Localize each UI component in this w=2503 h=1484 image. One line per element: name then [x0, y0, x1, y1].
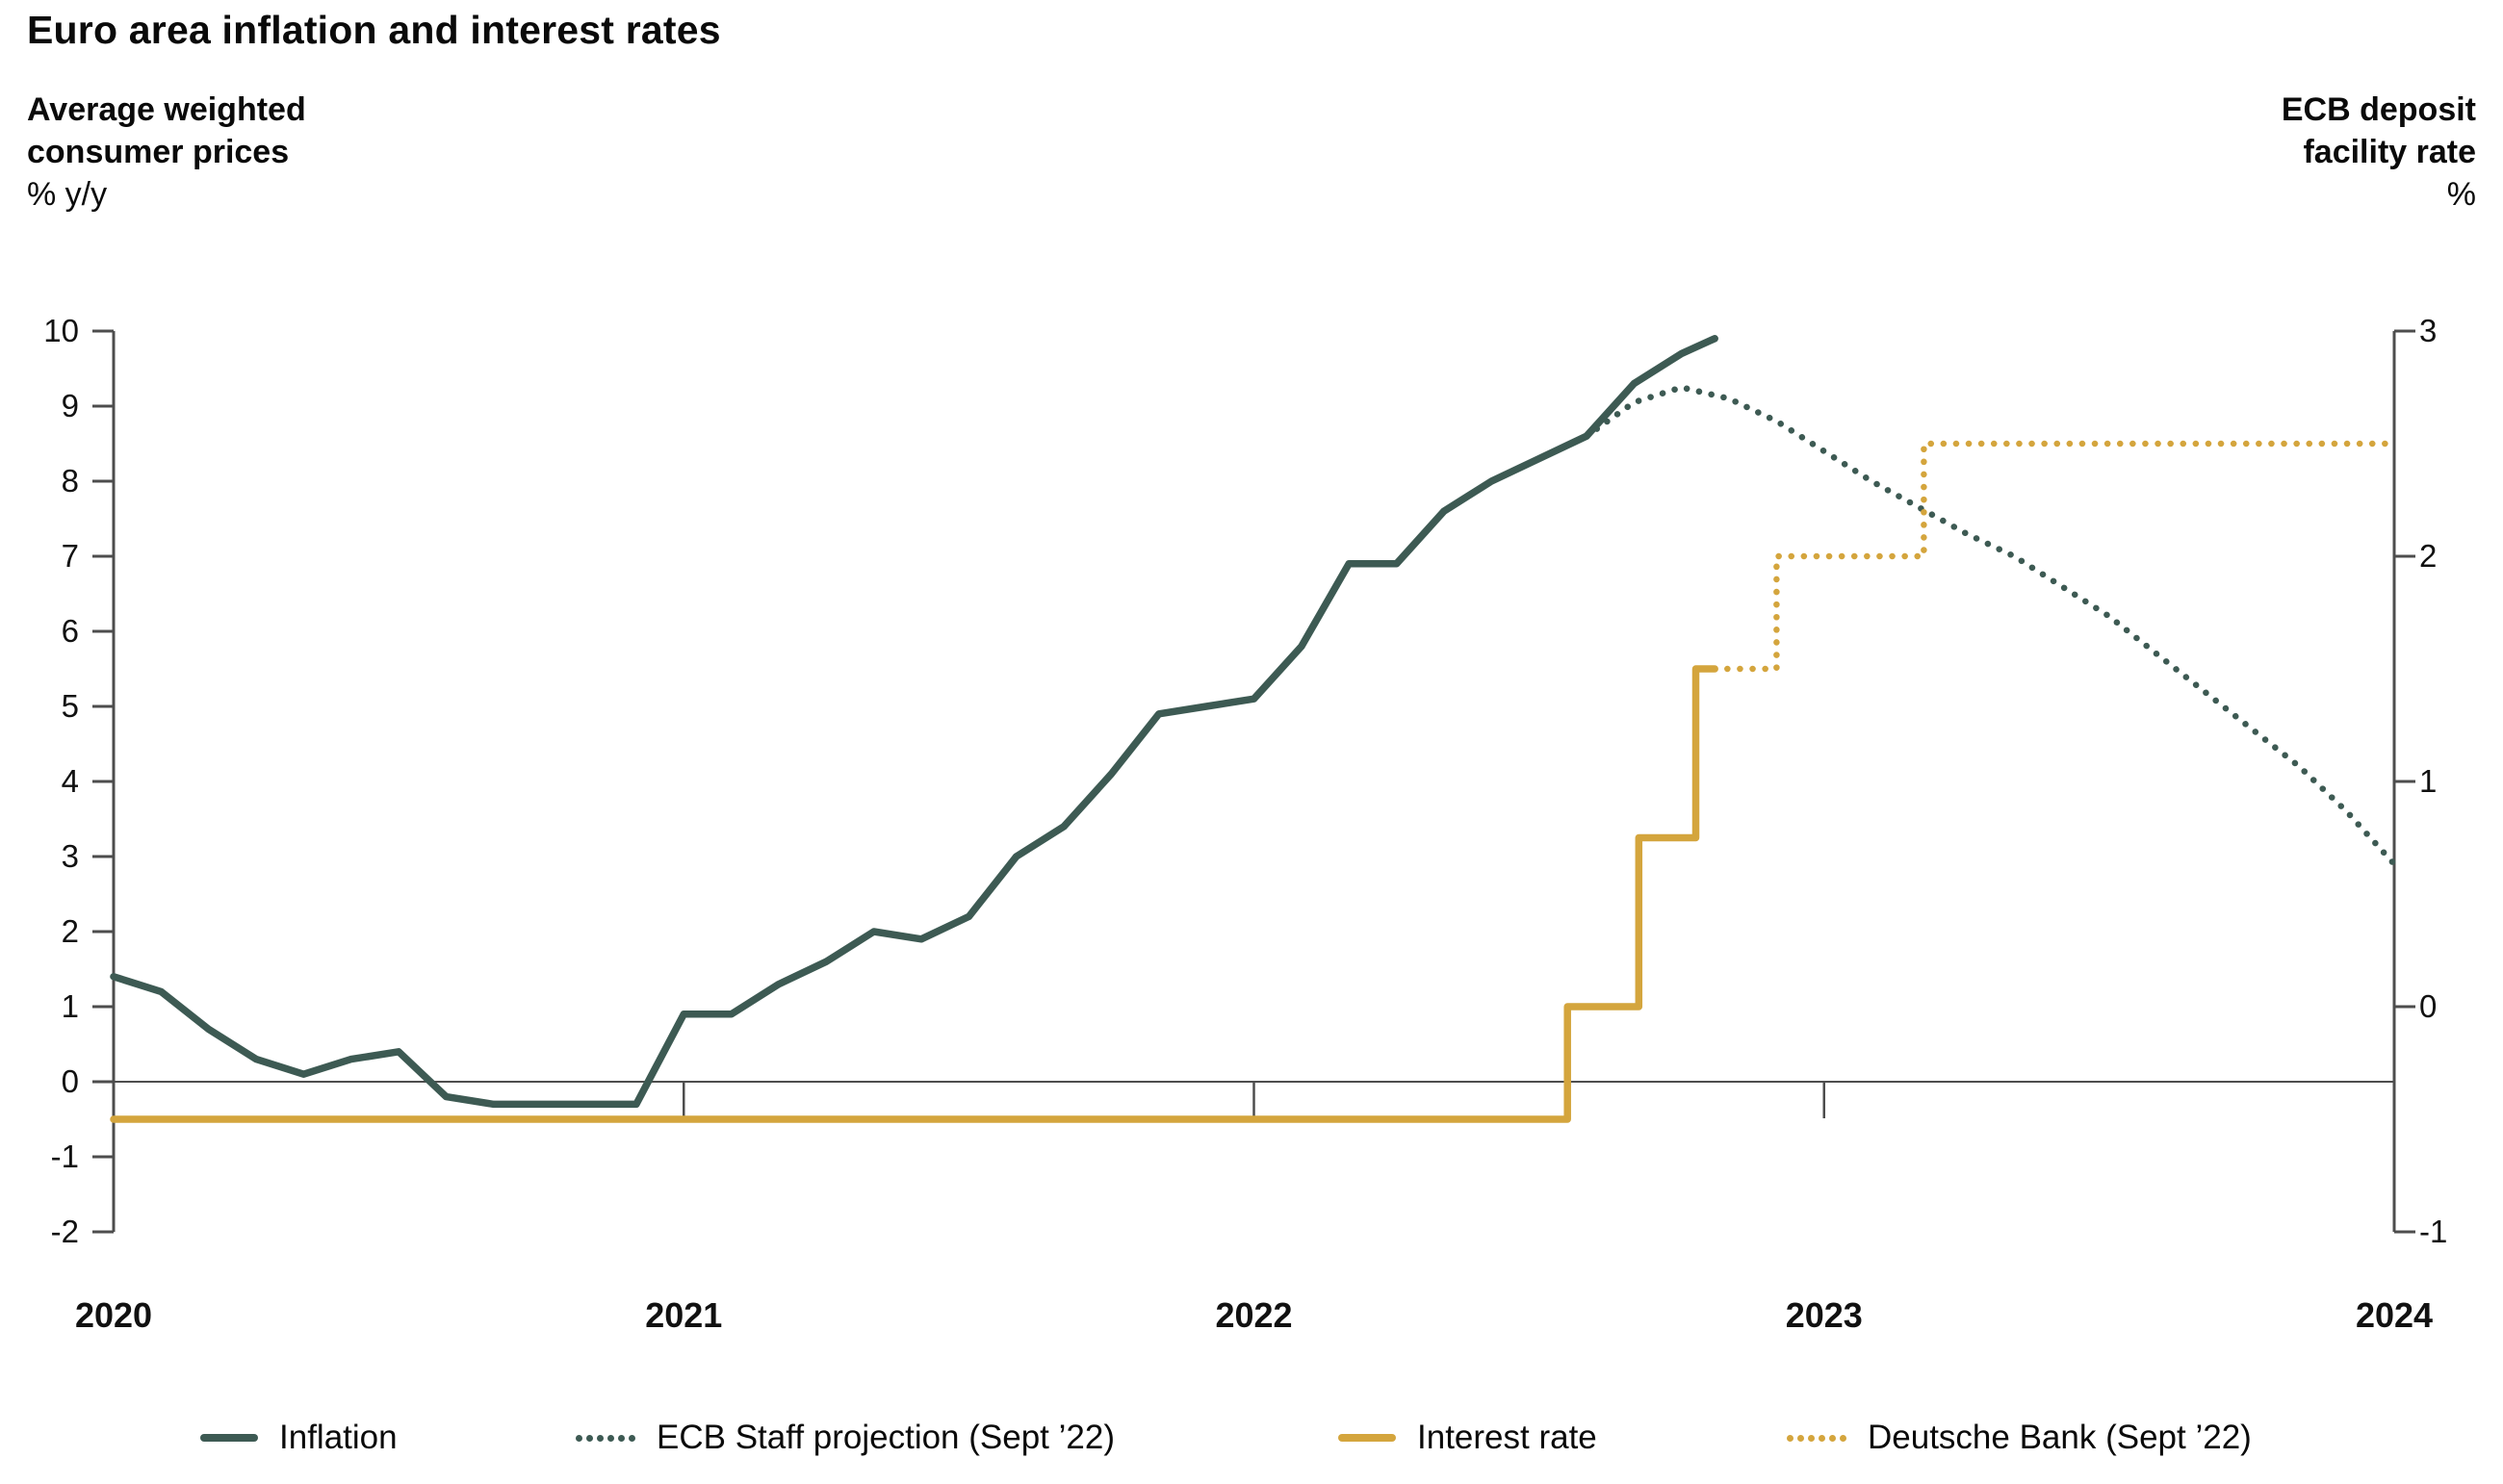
y-axis-tick-label: 6	[61, 613, 79, 649]
legend-item-inflation: Inflation	[200, 1407, 398, 1469]
legend-item-label: Interest rate	[1417, 1419, 1597, 1456]
legend-swatch-dot	[618, 1434, 625, 1442]
right-axis-unit: %	[2446, 176, 2476, 213]
x-axis-tick-label: 2024	[2355, 1295, 2434, 1335]
legend-swatch-dot	[1797, 1434, 1804, 1442]
y-axis-tick-label: 5	[61, 688, 79, 724]
legend-swatch-dot	[629, 1434, 635, 1442]
right-axis-header-line1: ECB deposit	[2281, 91, 2476, 128]
left-axis-header: Average weighted consumer prices % y/y	[27, 89, 306, 216]
y2-axis-tick-label: 1	[2419, 763, 2438, 799]
legend-swatch-dot	[1829, 1434, 1836, 1442]
chart-title: Euro area inflation and interest rates	[27, 8, 721, 52]
legend-swatch-dot	[1819, 1434, 1825, 1442]
legend-swatch-dot	[607, 1434, 614, 1442]
y-axis-tick-label: 0	[61, 1063, 79, 1099]
legend-swatch-dot	[576, 1434, 582, 1442]
y-axis-tick-label: 3	[61, 838, 79, 874]
legend-swatch-dot	[1840, 1434, 1846, 1442]
y-axis-tick-label: 10	[43, 313, 79, 348]
legend-dotted-line-swatch	[1787, 1434, 1846, 1442]
legend-solid-line-swatch	[200, 1434, 258, 1442]
legend-solid-line-swatch	[1338, 1434, 1396, 1442]
y2-axis-tick-label: 0	[2419, 988, 2438, 1024]
legend-swatch-dot	[1787, 1434, 1793, 1442]
legend-item-label: Inflation	[279, 1419, 398, 1456]
y2-axis-tick-label: 3	[2419, 313, 2438, 348]
legend-item-interest-rate: Interest rate	[1338, 1407, 1597, 1469]
y-axis-tick-label: 2	[61, 913, 79, 949]
deutsche-bank-sept-22-line	[1711, 440, 2398, 673]
legend-item-deutsche-bank-sept-22: Deutsche Bank (Sept ’22)	[1787, 1407, 2252, 1469]
inflation-line	[110, 335, 1718, 1109]
left-axis-unit: % y/y	[27, 176, 108, 213]
ecb-staff-projection-sept-22-line	[1583, 384, 2398, 868]
x-axis-tick-label: 2020	[74, 1295, 153, 1335]
legend-dotted-line-swatch	[576, 1434, 635, 1442]
y-axis-tick-label: -2	[50, 1214, 79, 1249]
right-axis-header-line2: facility rate	[2303, 134, 2476, 170]
y-axis-tick-label: 7	[61, 538, 79, 574]
left-axis-header-line1: Average weighted	[27, 91, 306, 128]
y-axis-tick-label: -1	[50, 1139, 79, 1174]
legend-item-label: Deutsche Bank (Sept ’22)	[1868, 1419, 2252, 1456]
left-axis-header-line2: consumer prices	[27, 134, 290, 170]
legend-item-label: ECB Staff projection (Sept ’22)	[657, 1419, 1115, 1456]
y2-axis-tick-label: 2	[2419, 538, 2438, 574]
x-axis-tick-label: 2023	[1785, 1295, 1863, 1335]
y2-axis-tick-label: -1	[2419, 1214, 2448, 1249]
legend-swatch-dot	[1808, 1434, 1815, 1442]
chart-legend: Inflation ECB Staff projection (Sept ’22)…	[0, 1407, 2503, 1469]
right-axis-header: ECB deposit facility rate %	[2282, 89, 2476, 216]
legend-swatch-dot	[586, 1434, 593, 1442]
x-axis-tick-label: 2022	[1215, 1295, 1293, 1335]
y-axis-tick-label: 1	[61, 988, 79, 1024]
y-axis-tick-label: 4	[61, 763, 79, 799]
x-axis-tick-label: 2021	[645, 1295, 723, 1335]
y-axis-tick-label: 8	[61, 463, 79, 499]
interest-rate-line	[110, 665, 1718, 1123]
legend-swatch-dot	[597, 1434, 604, 1442]
y-axis-tick-label: 9	[61, 388, 79, 423]
legend-item-ecb-staff-projection-sept-22: ECB Staff projection (Sept ’22)	[576, 1407, 1115, 1469]
